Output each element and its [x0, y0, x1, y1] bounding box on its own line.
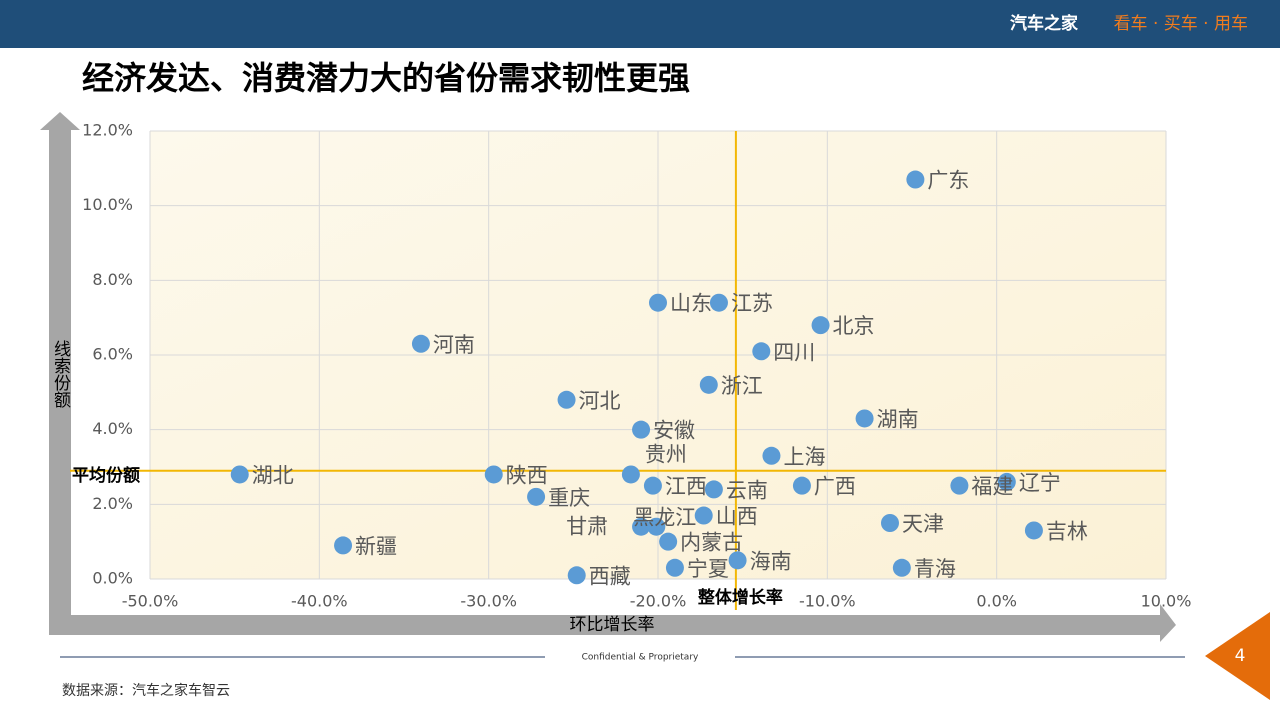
- point-label: 湖南: [877, 407, 919, 431]
- point-label: 四川: [773, 340, 815, 364]
- point: [647, 517, 666, 536]
- confidential: Confidential & Proprietary: [582, 653, 699, 663]
- brand: 汽车之家: [1010, 13, 1078, 34]
- point-label: 重庆: [548, 486, 590, 510]
- point-label: 海南: [750, 549, 792, 573]
- page-badge: [1205, 612, 1270, 700]
- x-tick-label: -50.0%: [122, 592, 179, 611]
- point-label: 青海: [914, 557, 956, 581]
- y-tick-label: 12.0%: [82, 121, 133, 140]
- point: [752, 342, 771, 361]
- point: [567, 566, 586, 585]
- point: [557, 390, 576, 409]
- x-axis-title: 环比增长率: [570, 615, 655, 635]
- point-label: 安徽: [653, 419, 695, 443]
- slogan: 看车 · 买车 · 用车: [1114, 14, 1248, 34]
- point: [892, 558, 911, 577]
- point-label: 河北: [579, 389, 621, 413]
- y-axis-arrow: [40, 112, 80, 635]
- slide-title: 经济发达、消费潜力大的省份需求韧性更强: [82, 59, 690, 97]
- point-label: 辽宁: [1019, 471, 1061, 495]
- point: [484, 465, 503, 484]
- y-tick-label: 2.0%: [92, 494, 133, 513]
- point: [762, 446, 781, 465]
- point-label: 西藏: [589, 564, 631, 588]
- x-tick-label: 0.0%: [976, 592, 1017, 611]
- point: [1024, 521, 1043, 540]
- point: [659, 532, 678, 551]
- point: [950, 476, 969, 495]
- y-axis-title: 线索份额: [50, 340, 71, 408]
- point: [792, 476, 811, 495]
- point-label: 甘肃: [566, 515, 608, 539]
- point-label: 山西: [716, 505, 758, 529]
- point-label: 宁夏: [687, 557, 729, 581]
- x-tick-label: -20.0%: [630, 592, 687, 611]
- y-tick-label: 0.0%: [92, 569, 133, 588]
- point: [632, 517, 651, 536]
- y-tick-label: 4.0%: [92, 419, 133, 438]
- point: [880, 514, 899, 532]
- point: [694, 506, 713, 525]
- point: [699, 375, 718, 394]
- point-label: 新疆: [355, 534, 397, 558]
- x-tick-label: -40.0%: [291, 592, 348, 611]
- y-tick-label: 6.0%: [92, 345, 133, 364]
- point: [230, 465, 249, 484]
- point: [621, 465, 640, 484]
- source: 数据来源：汽车之家车智云: [62, 682, 230, 699]
- point: [649, 293, 667, 312]
- chart: 0.0% 2.0% 4.0% 6.0% 8.0% 10.0% 12.0% -50.0% -40.…: [70, 121, 1191, 611]
- confidential-box: [545, 646, 735, 665]
- point-label: 天津: [902, 512, 944, 536]
- point: [411, 334, 430, 353]
- point: [811, 316, 830, 335]
- reference-label: 整体增长率: [698, 587, 783, 608]
- point: [527, 487, 546, 506]
- page-number: 4: [1235, 646, 1246, 666]
- y-tick-label: 8.0%: [92, 270, 133, 289]
- point: [334, 536, 353, 555]
- point-label: 吉林: [1046, 519, 1088, 543]
- point: [997, 472, 1016, 491]
- point-label: 福建: [971, 475, 1013, 499]
- point: [665, 558, 684, 577]
- x-tick-label: -10.0%: [799, 592, 856, 611]
- point: [855, 409, 874, 428]
- point-label: 广西: [814, 475, 856, 499]
- point-label: 河南: [433, 333, 475, 357]
- x-tick-label: -30.0%: [460, 592, 517, 611]
- point-label: 江西: [665, 475, 707, 499]
- point: [906, 170, 925, 189]
- point-label: 贵州: [645, 442, 687, 466]
- point-label: 浙江: [721, 374, 763, 398]
- point: [728, 551, 747, 570]
- reference-label: 平均份额: [72, 465, 140, 486]
- point-label: 北京: [833, 314, 875, 338]
- point-label: 云南: [726, 478, 768, 502]
- point-label: 山东: [670, 292, 712, 316]
- point: [643, 476, 662, 495]
- point-label: 黑龙江: [633, 506, 696, 530]
- point-label: 广东: [927, 169, 969, 193]
- point-label: 内蒙古: [680, 531, 743, 555]
- x-axis-arrow: [49, 604, 1176, 642]
- point-label: 陕西: [506, 463, 548, 487]
- point: [709, 293, 728, 312]
- point-label: 上海: [783, 445, 825, 469]
- point-label: 湖北: [252, 463, 294, 487]
- point: [704, 480, 723, 499]
- x-tick-label: 10.0%: [1141, 592, 1192, 611]
- header-bar: [0, 0, 1280, 48]
- point: [632, 420, 651, 439]
- y-tick-label: 10.0%: [82, 195, 133, 214]
- point-label: 江苏: [731, 292, 773, 316]
